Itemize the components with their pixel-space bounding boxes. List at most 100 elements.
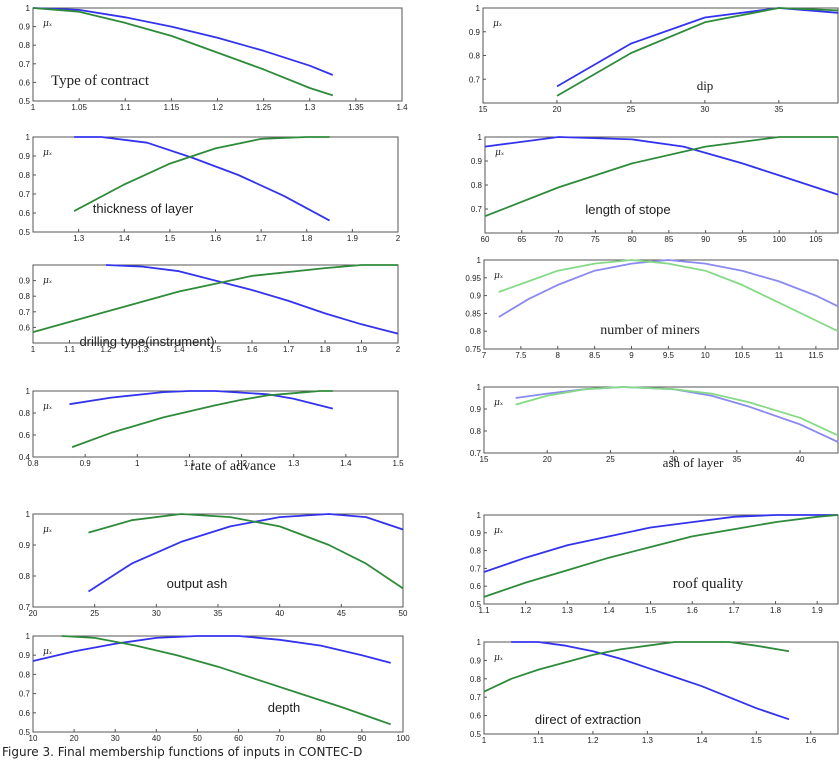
x-tick-label: 20 [29, 609, 38, 618]
y-tick-label: 0.8 [470, 427, 482, 436]
y-tick-label: 1 [477, 383, 482, 392]
y-tick-label: 0.9 [469, 28, 481, 37]
y-tick-label: 1 [476, 4, 481, 13]
series-line-blue [69, 390, 334, 410]
y-tick-label: 0.5 [19, 728, 31, 737]
chart-title: roof quality [673, 576, 744, 592]
series-line-blue [484, 136, 839, 196]
x-tick-label: 8.5 [589, 351, 601, 360]
plot-frame [483, 259, 839, 350]
x-tick-label: 1.2 [587, 736, 599, 745]
mu-label: μₓ [494, 398, 504, 408]
plot-frame [32, 635, 404, 733]
y-tick-label: 0.85 [465, 309, 481, 318]
x-tick-label: 1 [31, 345, 36, 354]
y-tick-label: 0.7 [19, 690, 31, 699]
y-tick-label: 1 [26, 510, 31, 519]
y-tick-label: 0.8 [470, 547, 482, 556]
y-tick-label: 1 [477, 256, 482, 265]
x-tick-label: 1.1 [478, 606, 490, 615]
chart-title: direct of extraction [535, 712, 641, 727]
chart-title: dip [697, 78, 714, 93]
y-tick-label: 0.7 [19, 308, 31, 317]
x-tick-label: 80 [316, 734, 325, 743]
chart-panel-8: 15 20 25 30 35 40 0.7 0.8 0.9 1 μₓ ash of layer [470, 383, 839, 470]
mu-label: μₓ [43, 525, 53, 535]
x-tick-label: 1.7 [283, 345, 295, 354]
series-line-green [483, 641, 790, 693]
y-tick-label: 1 [26, 4, 31, 13]
x-tick-label: 15 [479, 105, 488, 114]
x-tick-label: 1.5 [645, 606, 657, 615]
plot-frame [32, 390, 399, 458]
plot-frame [482, 7, 839, 104]
chart-title: rate of advance [190, 459, 276, 474]
y-tick-label: 0.95 [465, 274, 481, 283]
y-tick-label: 0.9 [470, 405, 482, 414]
x-tick-label: 90 [701, 235, 710, 244]
x-tick-label: 60 [481, 235, 490, 244]
chart-title: output ash [167, 576, 228, 591]
chart-title: depth [268, 700, 301, 715]
y-tick-label: 1 [26, 387, 31, 396]
series-line-light_green [498, 259, 839, 333]
mu-label: μₓ [43, 19, 53, 29]
x-tick-label: 50 [399, 609, 408, 618]
x-tick-label: 20 [543, 455, 552, 464]
x-tick-label: 80 [628, 235, 637, 244]
y-tick-label: 0.5 [19, 228, 31, 237]
series-line-green [88, 513, 404, 590]
y-tick-label: 0.9 [19, 277, 31, 286]
x-tick-label: 1.1 [120, 103, 132, 112]
chart-title: ash of layer [663, 455, 724, 470]
x-tick-label: 1.1 [64, 345, 76, 354]
x-tick-label: 1.4 [603, 606, 615, 615]
x-tick-label: 1.25 [256, 103, 272, 112]
x-tick-label: 1.4 [173, 345, 185, 354]
x-tick-label: 1.5 [392, 459, 404, 468]
x-tick-label: 1.3 [288, 459, 300, 468]
x-tick-label: 25 [606, 455, 615, 464]
chart-panel-6: 7 7.5 8 8.5 9 9.5 10 10.5 11 11.5 0.75 0.8 0.85 0.9 0.… [465, 256, 839, 360]
x-tick-label: 0.9 [80, 459, 92, 468]
x-tick-label: 30 [111, 734, 120, 743]
x-tick-label: 1.2 [100, 345, 112, 354]
mu-label: μₓ [495, 148, 505, 158]
y-tick-label: 0.9 [19, 651, 31, 660]
y-tick-label: 0.8 [470, 327, 482, 336]
figure-caption: Figure 3. Final membership functions of … [2, 745, 363, 759]
x-tick-label: 30 [669, 455, 678, 464]
y-tick-label: 0.8 [19, 572, 31, 581]
x-tick-label: 40 [275, 609, 284, 618]
plot-frame [483, 641, 839, 735]
x-tick-label: 10.5 [734, 351, 750, 360]
x-tick-label: 100 [396, 734, 410, 743]
y-tick-label: 0.7 [470, 564, 482, 573]
x-tick-label: 9.5 [663, 351, 675, 360]
mu-label: μₓ [43, 276, 53, 286]
y-tick-label: 0.9 [470, 292, 482, 301]
x-tick-label: 1.3 [304, 103, 316, 112]
x-tick-label: 65 [517, 235, 526, 244]
x-tick-label: 1.2 [520, 606, 532, 615]
series-line-blue [32, 7, 334, 76]
x-tick-label: 1.9 [356, 345, 368, 354]
x-tick-label: 95 [738, 235, 747, 244]
x-tick-label: 11 [775, 351, 784, 360]
x-tick-label: 1.8 [319, 345, 331, 354]
series-line-green [32, 7, 334, 97]
x-tick-label: 1.6 [805, 736, 817, 745]
series-line-blue [32, 635, 391, 664]
x-tick-label: 35 [732, 455, 741, 464]
plot-frame [484, 136, 839, 234]
y-tick-label: 0.8 [470, 675, 482, 684]
x-tick-label: 1.4 [696, 736, 708, 745]
x-tick-label: 1.05 [71, 103, 87, 112]
y-tick-label: 0.8 [19, 292, 31, 301]
x-tick-label: 1 [135, 459, 140, 468]
y-tick-label: 0.7 [470, 693, 482, 702]
y-tick-label: 0.7 [19, 190, 31, 199]
x-tick-label: 70 [554, 235, 563, 244]
series-line-green [71, 390, 333, 448]
x-tick-label: 1.3 [137, 345, 149, 354]
